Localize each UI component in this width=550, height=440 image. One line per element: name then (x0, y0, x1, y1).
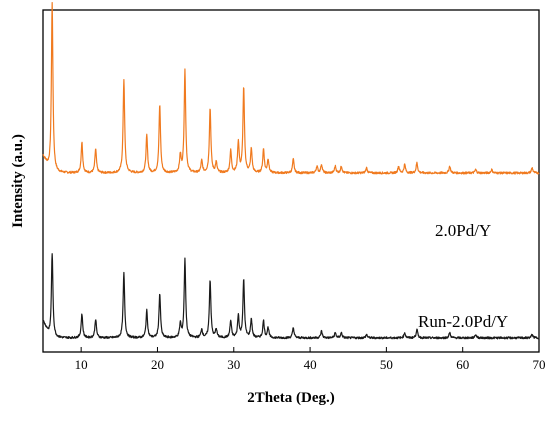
x-tick-label: 10 (75, 357, 88, 372)
series-line-pd-y (42, 1, 540, 175)
series-label-pd-y: 2.0Pd/Y (435, 221, 491, 240)
series-layer (42, 1, 540, 340)
x-tick-label: 50 (380, 357, 393, 372)
x-tick-label: 20 (151, 357, 164, 372)
x-axis-ticks: 10 20 30 40 50 60 70 (75, 347, 546, 372)
series-label-run-pd-y: Run-2.0Pd/Y (418, 312, 508, 331)
y-axis-title: Intensity (a.u.) (10, 134, 26, 228)
plot-frame (42, 9, 540, 353)
x-axis-title: 2Theta (Deg.) (247, 390, 334, 406)
x-tick-label: 70 (533, 357, 546, 372)
series-line-run-pd-y (42, 253, 540, 340)
x-tick-label: 30 (227, 357, 240, 372)
x-tick-label: 60 (456, 357, 469, 372)
x-tick-label: 40 (304, 357, 317, 372)
